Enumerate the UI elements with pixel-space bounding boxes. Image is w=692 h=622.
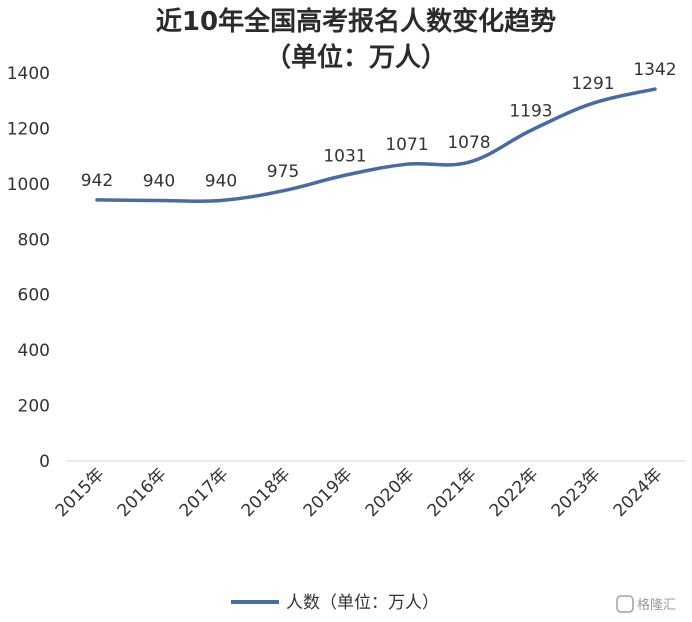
- data-label: 1078: [447, 133, 490, 153]
- data-label: 1031: [323, 146, 366, 166]
- y-tick-label: 1200: [7, 119, 50, 139]
- chart-title: 近10年全国高考报名人数变化趋势: [156, 6, 556, 37]
- x-tick-label: 2024年: [610, 464, 667, 521]
- x-tick-label: 2023年: [548, 464, 605, 521]
- x-tick-label: 2017年: [176, 464, 233, 521]
- data-label: 940: [143, 171, 175, 191]
- series-layer: [95, 87, 657, 204]
- x-tick-label: 2021年: [424, 464, 481, 521]
- data-label: 1291: [571, 74, 614, 94]
- data-label: 940: [205, 171, 237, 191]
- watermark-text: 格隆汇: [637, 597, 676, 613]
- x-tick-label: 2018年: [238, 464, 295, 521]
- x-tick-label: 2016年: [114, 464, 171, 521]
- legend: 人数（单位：万人）: [231, 593, 439, 613]
- y-tick-label: 800: [18, 230, 50, 250]
- chart-subtitle: （单位：万人）: [265, 42, 447, 73]
- x-tick-label: 2015年: [52, 464, 109, 521]
- series-line: [95, 87, 657, 204]
- data-label: 1071: [385, 135, 428, 155]
- y-tick-label: 200: [18, 397, 50, 417]
- y-tick-label: 0: [39, 452, 50, 472]
- data-label: 1193: [509, 101, 552, 121]
- x-tick-label: 2020年: [362, 464, 419, 521]
- legend-label: 人数（单位：万人）: [286, 593, 439, 613]
- data-label: 975: [267, 162, 299, 182]
- watermark-logo-icon: [616, 595, 634, 613]
- x-tick-label: 2022年: [486, 464, 543, 521]
- x-tick-label: 2019年: [300, 464, 357, 521]
- y-tick-label: 600: [18, 286, 50, 306]
- y-tick-label: 1400: [7, 64, 50, 84]
- y-tick-label: 400: [18, 341, 50, 361]
- y-axis-ticks: 0 200 400 600 800 1000 1200 1400: [7, 64, 50, 472]
- data-label: 1342: [633, 60, 676, 80]
- x-axis-ticks: 2015年 2016年 2017年 2018年 2019年 2020年 2021年 2022年…: [52, 464, 667, 521]
- watermark: 格隆汇: [616, 595, 676, 613]
- data-label: 942: [81, 171, 113, 191]
- data-labels: 942 940 940 975 1031 1071 1078 1193 1291 1342: [81, 60, 677, 191]
- y-tick-label: 1000: [7, 175, 50, 195]
